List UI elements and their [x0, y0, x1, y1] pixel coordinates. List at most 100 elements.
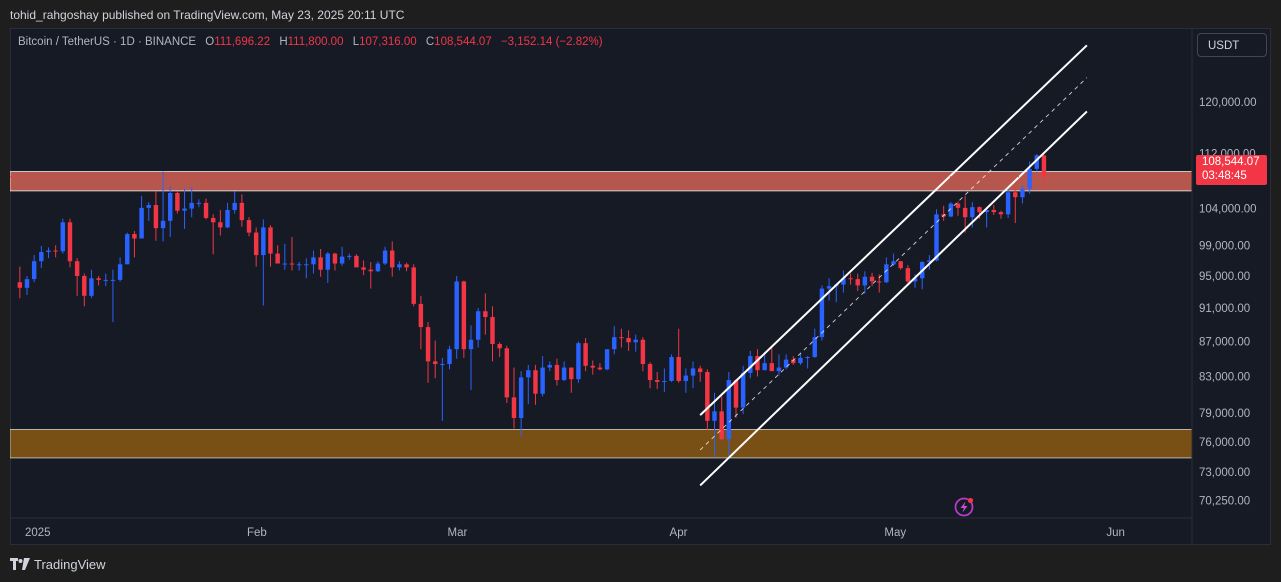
x-tick-label: 2025	[25, 527, 51, 539]
support-zone	[10, 429, 1193, 459]
bar-countdown: 03:48:45	[1202, 170, 1247, 182]
candle-body	[748, 356, 753, 373]
candle-body	[554, 364, 560, 381]
candle-body	[175, 192, 180, 211]
candle-body	[719, 411, 724, 440]
candle-body	[855, 279, 860, 286]
candle-body	[626, 338, 631, 343]
candle-body	[862, 276, 868, 286]
candle-body	[1027, 168, 1032, 189]
candle-body	[1005, 192, 1011, 215]
candle-body	[447, 349, 452, 365]
candle-body	[1020, 188, 1025, 198]
candle-body	[762, 363, 767, 371]
candle-body	[848, 278, 853, 280]
candle-body	[526, 370, 531, 378]
candle-body	[390, 250, 395, 268]
candle-body	[468, 339, 474, 350]
candle-body	[53, 250, 58, 252]
candle-body	[984, 210, 989, 213]
x-tick-label: Jun	[1106, 527, 1125, 539]
price-chart[interactable]: 120,000.00112,000.00104,000.0099,000.009…	[10, 28, 1271, 545]
candle-body	[96, 278, 101, 280]
candle-body	[1041, 155, 1047, 177]
last-price-tag: 108,544.07 03:48:45	[1196, 155, 1267, 185]
candle-body	[647, 364, 653, 381]
candle-body	[669, 357, 674, 381]
chart-frame[interactable]	[10, 28, 1271, 545]
candle-body	[726, 380, 732, 440]
y-tick-label: 87,000.00	[1199, 336, 1250, 348]
candle-body	[869, 276, 875, 282]
candle-body	[934, 214, 939, 261]
candle-body	[798, 357, 803, 364]
candle-body	[805, 357, 810, 359]
candle-body	[475, 311, 481, 340]
high-value: 111,800.00	[287, 36, 344, 48]
y-tick-label: 120,000.00	[1199, 97, 1257, 109]
candle-body	[17, 282, 23, 288]
high-label: H	[279, 36, 288, 48]
y-tick-label: 91,000.00	[1199, 303, 1250, 315]
candle-body	[604, 349, 610, 370]
candle-body	[225, 210, 230, 228]
candle-body	[382, 250, 388, 264]
candle-body	[404, 264, 409, 268]
candle-body	[819, 288, 825, 338]
candle-body	[633, 339, 638, 343]
candle-body	[755, 356, 760, 371]
candle-body	[132, 234, 137, 239]
y-tick-label: 79,000.00	[1199, 408, 1250, 420]
candle-body	[168, 192, 173, 221]
candle-body	[454, 281, 459, 350]
candle-body	[74, 261, 80, 276]
zones-layer	[10, 171, 1193, 459]
candle-body	[654, 380, 660, 382]
candle-body	[440, 364, 445, 366]
candle-body	[275, 253, 280, 264]
candle-body	[311, 257, 316, 265]
candle-body	[597, 367, 603, 370]
candle-body	[991, 210, 997, 213]
candle-body	[569, 367, 574, 380]
candle-body	[182, 208, 187, 211]
candle-body	[304, 264, 309, 266]
y-tick-label: 70,250.00	[1199, 496, 1250, 508]
publisher-bar: tohid_rahgoshay published on TradingView…	[0, 0, 1281, 28]
candle-body	[1013, 192, 1018, 198]
candle-body	[683, 375, 689, 381]
candle-body	[619, 337, 624, 339]
candle-body	[740, 372, 746, 408]
candle-body	[891, 261, 896, 265]
y-tick-label: 73,000.00	[1199, 467, 1250, 479]
low-label: L	[352, 36, 360, 48]
candle-body	[361, 267, 366, 270]
candle-body	[125, 234, 130, 265]
candle-body	[253, 232, 259, 256]
currency-button[interactable]: USDT	[1197, 33, 1267, 57]
candle-body	[812, 337, 817, 358]
candle-body	[898, 261, 903, 269]
close-label: C	[425, 36, 435, 48]
candle-body	[826, 286, 832, 289]
candle-body	[196, 202, 202, 204]
lightning-icon[interactable]	[953, 496, 975, 518]
candle-body	[397, 264, 402, 268]
candle-body	[432, 361, 438, 365]
candle-body	[368, 269, 373, 272]
candle-body	[239, 202, 245, 221]
candle-body	[948, 203, 954, 217]
low-value: 107,316.00	[359, 36, 417, 48]
last-price-label: 108,544.07	[1202, 156, 1260, 168]
close-value: 108,544.07	[434, 36, 492, 48]
candle-body	[583, 343, 588, 366]
candle-body	[927, 260, 932, 262]
candle-body	[977, 207, 982, 213]
candle-body	[483, 311, 488, 318]
candle-body	[160, 220, 166, 229]
candle-body	[347, 255, 352, 257]
x-tick-label: Mar	[448, 527, 468, 539]
candle-body	[705, 372, 710, 421]
candle-body	[461, 281, 467, 350]
candle-body	[110, 279, 116, 281]
